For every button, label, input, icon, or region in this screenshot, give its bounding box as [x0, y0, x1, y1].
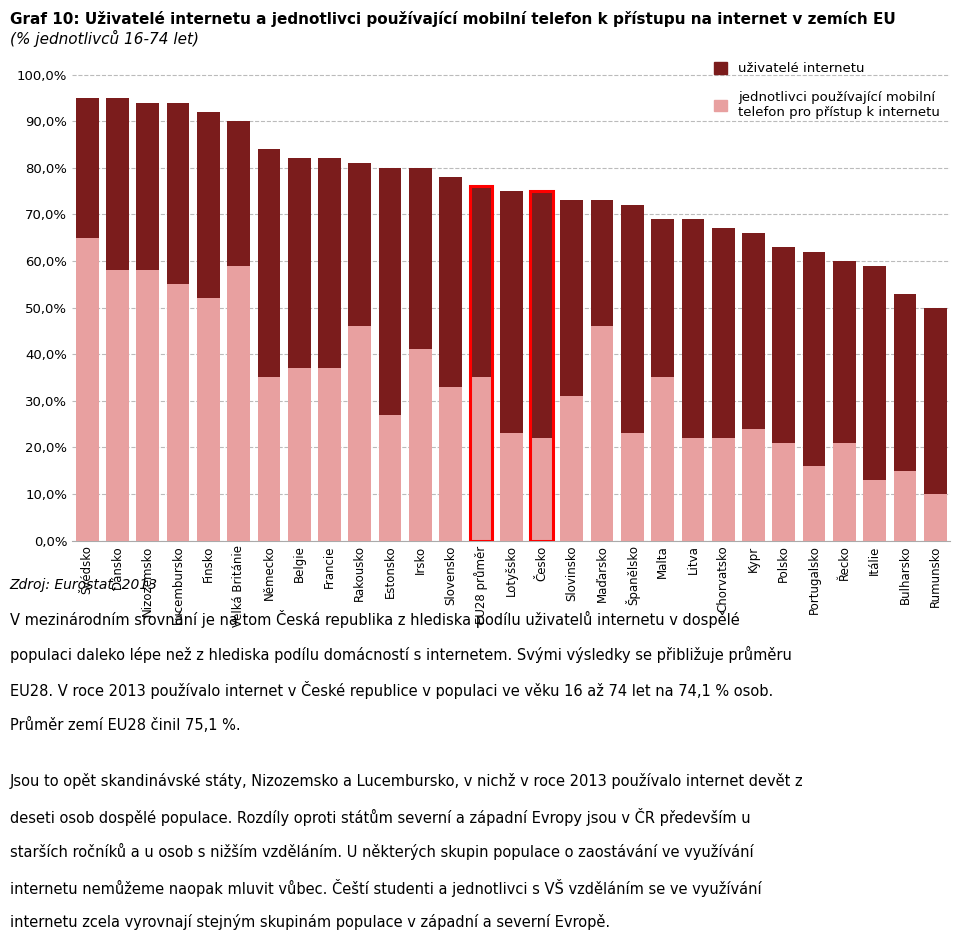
Bar	[833, 443, 855, 541]
Bar	[440, 387, 462, 541]
Bar	[803, 252, 826, 541]
Bar	[590, 326, 613, 541]
Bar	[530, 191, 553, 541]
Bar	[440, 177, 462, 541]
Bar	[288, 158, 310, 541]
Bar	[136, 270, 159, 541]
Text: starších ročníků a u osob s nižším vzděláním. U některých skupin populace o zaos: starších ročníků a u osob s nižším vzděl…	[10, 843, 754, 860]
Text: Graf 10: Uživatelé internetu a jednotlivci používající mobilní telefon k přístup: Graf 10: Uživatelé internetu a jednotliv…	[10, 11, 896, 27]
Bar	[863, 266, 886, 541]
Bar	[500, 191, 522, 541]
Text: internetu nemůžeme naopak mluvit vůbec. Čeští studenti a jednotlivci s VŠ vzdělá: internetu nemůžeme naopak mluvit vůbec. …	[10, 879, 761, 897]
Bar	[682, 219, 705, 541]
Bar	[833, 261, 855, 541]
Bar	[167, 284, 189, 541]
Text: internetu zcela vyrovnají stejným skupinám populace v západní a severní Evropě.: internetu zcela vyrovnají stejným skupin…	[10, 914, 610, 930]
Bar	[378, 168, 401, 541]
Text: deseti osob dospělé populace. Rozdíly oproti státům severní a západní Evropy jso: deseti osob dospělé populace. Rozdíly op…	[10, 808, 750, 826]
Bar	[197, 112, 220, 541]
Bar	[106, 270, 129, 541]
Text: (% jednotlivců 16-74 let): (% jednotlivců 16-74 let)	[10, 30, 199, 47]
Bar	[742, 233, 765, 541]
Bar	[924, 494, 947, 541]
Bar	[561, 200, 583, 541]
Text: V mezinárodním srovnání je na tom Česká republika z hlediska podílu uživatelů in: V mezinárodním srovnání je na tom Česká …	[10, 610, 739, 628]
Bar	[561, 396, 583, 541]
Bar	[894, 471, 917, 541]
Text: populaci daleko lépe než z hlediska podílu domácností s internetem. Svými výsled: populaci daleko lépe než z hlediska podí…	[10, 646, 791, 663]
Bar	[803, 466, 826, 541]
Bar	[106, 98, 129, 541]
Bar	[530, 438, 553, 541]
Bar	[257, 377, 280, 541]
Bar	[773, 443, 795, 541]
Bar	[348, 326, 372, 541]
Bar	[167, 103, 189, 541]
Bar	[651, 377, 674, 541]
Bar	[590, 200, 613, 541]
Bar	[197, 298, 220, 541]
Bar	[378, 415, 401, 541]
Bar	[136, 103, 159, 541]
Bar	[621, 433, 644, 541]
Bar	[712, 438, 734, 541]
Text: Průměr zemí EU28 činil 75,1 %.: Průměr zemí EU28 činil 75,1 %.	[10, 717, 240, 733]
Bar	[863, 480, 886, 541]
Bar	[228, 121, 250, 541]
Bar	[530, 191, 553, 541]
Bar	[469, 377, 492, 541]
Bar	[924, 308, 947, 541]
Bar	[348, 163, 372, 541]
Bar	[773, 247, 795, 541]
Bar	[76, 98, 99, 541]
Bar	[318, 158, 341, 541]
Bar	[257, 149, 280, 541]
Bar	[409, 350, 432, 541]
Bar	[500, 433, 522, 541]
Bar	[409, 168, 432, 541]
Text: Zdroj: Eurostat, 2013: Zdroj: Eurostat, 2013	[10, 578, 157, 592]
Bar	[621, 205, 644, 541]
Bar	[76, 238, 99, 541]
Legend: uživatelé internetu, jednotlivci používající mobilní
telefon pro přístup k inter: uživatelé internetu, jednotlivci používa…	[710, 58, 944, 123]
Bar	[712, 228, 734, 541]
Bar	[742, 429, 765, 541]
Bar	[228, 266, 250, 541]
Bar	[288, 368, 310, 541]
Bar	[318, 368, 341, 541]
Text: EU28. V roce 2013 používalo internet v České republice v populaci ve věku 16 až : EU28. V roce 2013 používalo internet v Č…	[10, 681, 773, 699]
Bar	[682, 438, 705, 541]
Bar	[469, 186, 492, 541]
Text: Jsou to opět skandinávské státy, Nizozemsko a Lucembursko, v nichž v roce 2013 p: Jsou to opět skandinávské státy, Nizozem…	[10, 773, 804, 788]
Bar	[651, 219, 674, 541]
Bar	[894, 294, 917, 541]
Bar	[469, 186, 492, 541]
